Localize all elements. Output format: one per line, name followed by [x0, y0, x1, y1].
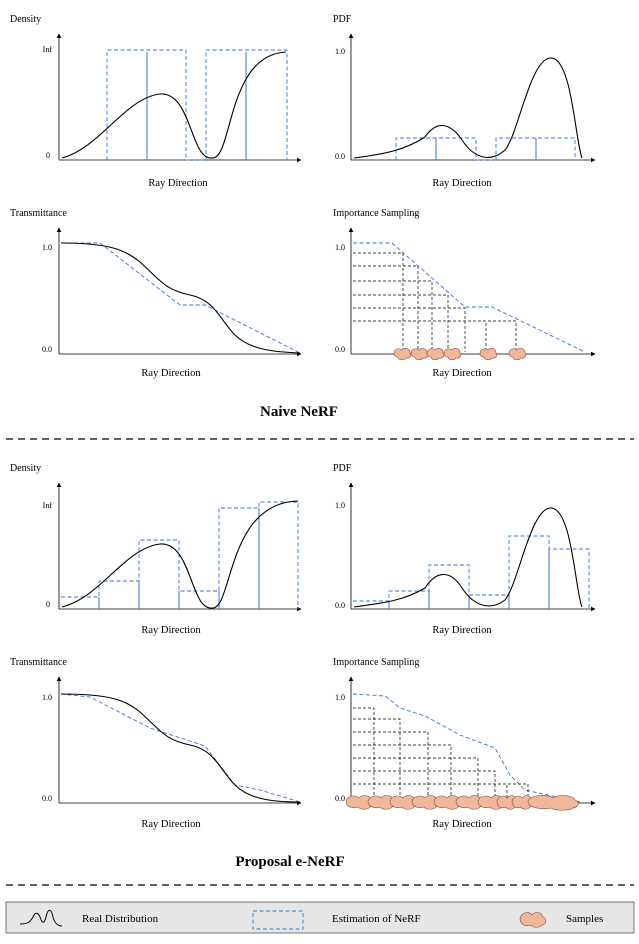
tick-one: 1.0: [42, 693, 52, 702]
section-title-naive: Naive NeRF: [260, 404, 338, 420]
proposal-transmittance-panel: Transmittance 1.0 0.0 Ray Direction: [10, 657, 302, 830]
tick-zero: 0.0: [335, 794, 345, 803]
sampling-grid: [353, 252, 517, 352]
samples-row: [345, 795, 579, 811]
real-pdf-curve: [353, 57, 583, 159]
naive-transmittance-panel: Transmittance 1.0 0.0 Ray Direction: [10, 208, 302, 379]
real-pdf-curve: [353, 507, 583, 608]
panel-title: Transmittance: [10, 657, 67, 668]
sample-cloud: [426, 348, 445, 361]
x-axis-label: Ray Direction: [432, 625, 492, 636]
estimation-bins: [106, 49, 288, 161]
x-axis-label: Ray Direction: [432, 178, 492, 189]
sample-cloud: [393, 348, 412, 361]
real-distribution-icon: [19, 909, 63, 927]
panel-title: PDF: [333, 14, 352, 25]
estimation-line: [352, 693, 581, 803]
naive-density-panel: Density Inf 0 Ray Direction: [10, 14, 302, 189]
legend-samples-label: Samples: [566, 913, 603, 925]
x-axis-label: Ray Direction: [141, 368, 201, 379]
sample-cloud: [479, 348, 498, 361]
sampling-grid: [353, 707, 529, 801]
tick-zero: 0: [46, 600, 50, 609]
estimation-bins: [61, 501, 299, 609]
proposal-pdf-panel: PDF 1.0 0.0 Ray Direction: [333, 463, 596, 636]
tick-zero: 0.0: [42, 794, 52, 803]
tick-zero: 0.0: [335, 345, 345, 354]
real-transmittance-curve: [60, 242, 301, 354]
panel-title: Transmittance: [10, 208, 67, 219]
naive-pdf-panel: PDF 1.0 0.0 Ray Direction: [333, 14, 596, 189]
panel-title: Importance Sampling: [333, 208, 419, 219]
legend: Real Distribution Estimation of NeRF Sam…: [5, 901, 635, 934]
legend-real-label: Real Distribution: [82, 913, 159, 925]
panel-title: PDF: [333, 463, 352, 474]
sample-cloud: [410, 348, 429, 361]
tick-one: 1.0: [335, 243, 345, 252]
proposal-importance-panel: Importance Sampling 1.0 0.0 Ray Directio…: [333, 657, 596, 830]
naive-importance-panel: Importance Sampling 1.0 0.0 Ray Directio…: [333, 208, 596, 379]
sample-cloud: [443, 348, 462, 361]
real-density-curve: [61, 51, 287, 159]
x-axis-label: Ray Direction: [148, 178, 208, 189]
x-axis-label: Ray Direction: [141, 625, 201, 636]
tick-one: 1.0: [335, 47, 345, 56]
section-title-proposal: Proposal e-NeRF: [235, 854, 344, 870]
x-axis-label: Ray Direction: [432, 819, 492, 830]
tick-one: 1.0: [335, 501, 345, 510]
samples-icon: [519, 912, 547, 928]
estimation-line: [61, 242, 301, 354]
x-axis-label: Ray Direction: [141, 819, 201, 830]
tick-inf: Inf: [43, 501, 53, 510]
estimation-line: [60, 693, 301, 803]
samples-row: [393, 348, 527, 361]
proposal-density-panel: Density Inf 0 Ray Direction: [10, 463, 302, 636]
panel-title: Density: [10, 14, 41, 25]
real-density-curve: [61, 500, 299, 609]
tick-zero: 0.0: [42, 345, 52, 354]
x-axis-label: Ray Direction: [432, 368, 492, 379]
tick-one: 1.0: [42, 243, 52, 252]
tick-zero: 0: [46, 151, 50, 160]
estimation-icon: [252, 910, 304, 930]
tick-zero: 0.0: [335, 601, 345, 610]
real-transmittance-curve: [60, 693, 301, 803]
sample-cloud: [527, 795, 579, 811]
panel-title: Importance Sampling: [333, 657, 419, 668]
tick-inf: Inf: [43, 45, 53, 54]
estimation-bins: [395, 137, 576, 161]
panel-title: Density: [10, 463, 41, 474]
sample-cloud: [508, 348, 527, 361]
legend-estimation-label: Estimation of NeRF: [332, 913, 421, 925]
tick-zero: 0.0: [335, 152, 345, 161]
tick-one: 1.0: [335, 693, 345, 702]
estimation-line: [353, 242, 586, 353]
